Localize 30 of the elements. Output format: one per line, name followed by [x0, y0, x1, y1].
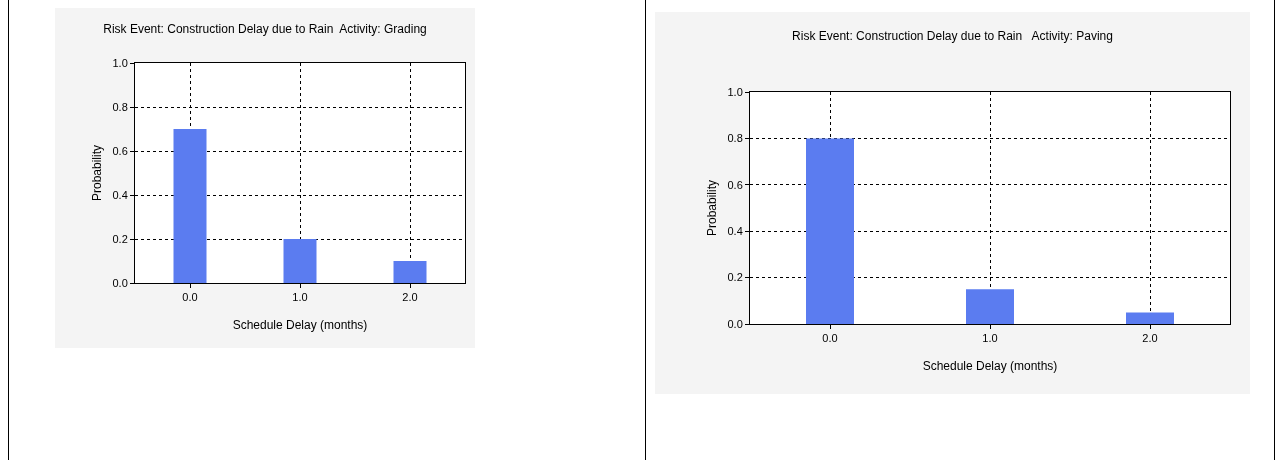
x-tick-label: 1.0 [292, 291, 308, 304]
y-tick-label: 0.4 [727, 225, 743, 238]
y-axis-title: Probability [90, 144, 104, 202]
y-tick-label: 0.6 [727, 178, 743, 191]
bar [806, 138, 854, 324]
chart-title: Risk Event: Construction Delay due to Rain Activity: Grading [103, 22, 427, 37]
x-tick-label: 1.0 [982, 332, 998, 345]
y-tick-label: 1.0 [727, 85, 743, 98]
x-tick-label: 2.0 [1142, 332, 1158, 345]
x-axis-title: Schedule Delay (months) [232, 318, 368, 332]
bar [283, 239, 317, 283]
x-tick-label: 2.0 [402, 291, 418, 304]
y-tick-label: 0.2 [727, 271, 743, 284]
bar [393, 261, 427, 283]
y-tick-label: 0.2 [112, 232, 128, 245]
y-tick-label: 0.0 [727, 317, 743, 330]
chart-title: Risk Event: Construction Delay due to Rain Activity: Paving [792, 28, 1113, 43]
y-tick-label: 0.4 [112, 188, 128, 201]
y-tick-label: 0.6 [112, 144, 128, 157]
y-tick-label: 0.0 [112, 276, 128, 289]
y-axis-title: Probability [705, 179, 719, 237]
y-tick-label: 1.0 [112, 56, 128, 69]
bar [1126, 312, 1174, 324]
x-tick-label: 0.0 [822, 332, 838, 345]
y-tick-label: 0.8 [727, 132, 743, 145]
x-tick-label: 0.0 [182, 291, 198, 304]
bar [966, 289, 1014, 324]
bar [173, 129, 207, 283]
x-axis-title: Schedule Delay (months) [922, 359, 1058, 373]
y-tick-label: 0.8 [112, 100, 128, 113]
